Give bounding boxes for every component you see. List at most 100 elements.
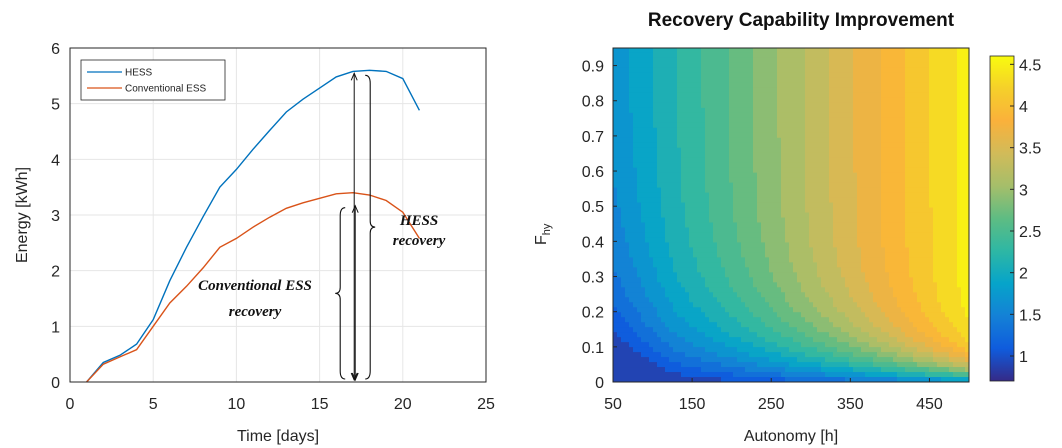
contour-cell [821, 267, 826, 273]
contour-cell [901, 92, 906, 99]
contour-cell [841, 232, 846, 239]
contour-cell [657, 177, 662, 184]
contour-cell [889, 237, 894, 244]
contour-cell [817, 97, 822, 104]
contour-cell [701, 222, 706, 229]
contour-cell [817, 367, 822, 373]
contour-cell [725, 342, 730, 348]
contour-cell [765, 172, 770, 179]
contour-cell [717, 377, 722, 382]
contour-cell [701, 87, 706, 94]
contour-cell [637, 247, 642, 253]
contour-cell [901, 282, 906, 288]
contour-cell [873, 57, 878, 64]
contour-cell [677, 287, 682, 293]
contour-cell [729, 282, 734, 288]
contour-cell [649, 307, 654, 313]
left-y-axis-label: Energy [kWh] [14, 167, 31, 263]
contour-cell [845, 222, 850, 229]
contour-cell [613, 167, 618, 174]
contour-cell [685, 282, 690, 288]
contour-cell [797, 367, 802, 373]
contour-cell [729, 202, 734, 209]
contour-cell [669, 232, 674, 239]
contour-cell [873, 87, 878, 94]
contour-cell [705, 232, 710, 239]
contour-cell [653, 262, 658, 268]
contour-cell [721, 222, 726, 229]
contour-cell [789, 82, 794, 89]
contour-cell [837, 127, 842, 134]
contour-cell [809, 147, 814, 154]
contour-cell [673, 182, 678, 189]
contour-cell [705, 317, 710, 323]
contour-cell [853, 337, 858, 343]
contour-cell [789, 207, 794, 214]
contour-cell [809, 82, 814, 89]
contour-cell [833, 92, 838, 99]
contour-cell [633, 57, 638, 64]
contour-cell [797, 342, 802, 348]
contour-cell [685, 292, 690, 298]
contour-cell [809, 227, 814, 234]
contour-cell [765, 202, 770, 209]
contour-cell [833, 87, 838, 94]
contour-cell [833, 232, 838, 239]
contour-cell [641, 167, 646, 174]
contour-cell [785, 177, 790, 184]
contour-cell [881, 267, 886, 273]
contour-cell [797, 307, 802, 313]
contour-cell [813, 232, 818, 239]
contour-cell [673, 297, 678, 303]
contour-cell [621, 127, 626, 134]
contour-cell [617, 312, 622, 318]
contour-cell [873, 212, 878, 219]
contour-cell [661, 362, 666, 368]
contour-cell [621, 367, 626, 373]
contour-cell [897, 297, 902, 303]
contour-cell [781, 177, 786, 184]
contour-cell [817, 112, 822, 119]
contour-cell [845, 252, 850, 258]
contour-cell [765, 132, 770, 139]
contour-cell [865, 227, 870, 234]
contour-cell [697, 132, 702, 139]
left-y-tick-label: 0 [51, 375, 60, 392]
contour-cell [833, 372, 838, 378]
contour-cell [901, 267, 906, 273]
contour-cell [725, 247, 730, 253]
contour-cell [793, 242, 798, 249]
contour-cell [649, 127, 654, 134]
contour-cell [745, 142, 750, 149]
contour-cell [837, 257, 842, 263]
contour-cell [793, 102, 798, 109]
contour-cell [669, 132, 674, 139]
contour-cell [801, 107, 806, 114]
contour-cell [653, 312, 658, 318]
contour-cell [697, 257, 702, 263]
contour-cell [709, 127, 714, 134]
contour-cell [729, 107, 734, 114]
contour-cell [689, 347, 694, 353]
contour-cell [877, 212, 882, 219]
contour-cell [817, 217, 822, 224]
contour-cell [785, 52, 790, 59]
contour-cell [749, 167, 754, 174]
contour-cell [633, 217, 638, 224]
contour-cell [897, 187, 902, 194]
contour-cell [753, 67, 758, 74]
contour-cell [681, 122, 686, 129]
contour-cell [765, 152, 770, 159]
contour-cell [645, 117, 650, 124]
contour-cell [881, 327, 886, 333]
contour-cell [681, 77, 686, 84]
contour-cell [757, 112, 762, 119]
contour-cell [733, 312, 738, 318]
contour-cell [749, 227, 754, 234]
contour-cell [769, 152, 774, 159]
contour-cell [765, 232, 770, 239]
contour-cell [761, 177, 766, 184]
contour-cell [885, 362, 890, 368]
contour-cell [653, 297, 658, 303]
contour-cell [721, 197, 726, 204]
